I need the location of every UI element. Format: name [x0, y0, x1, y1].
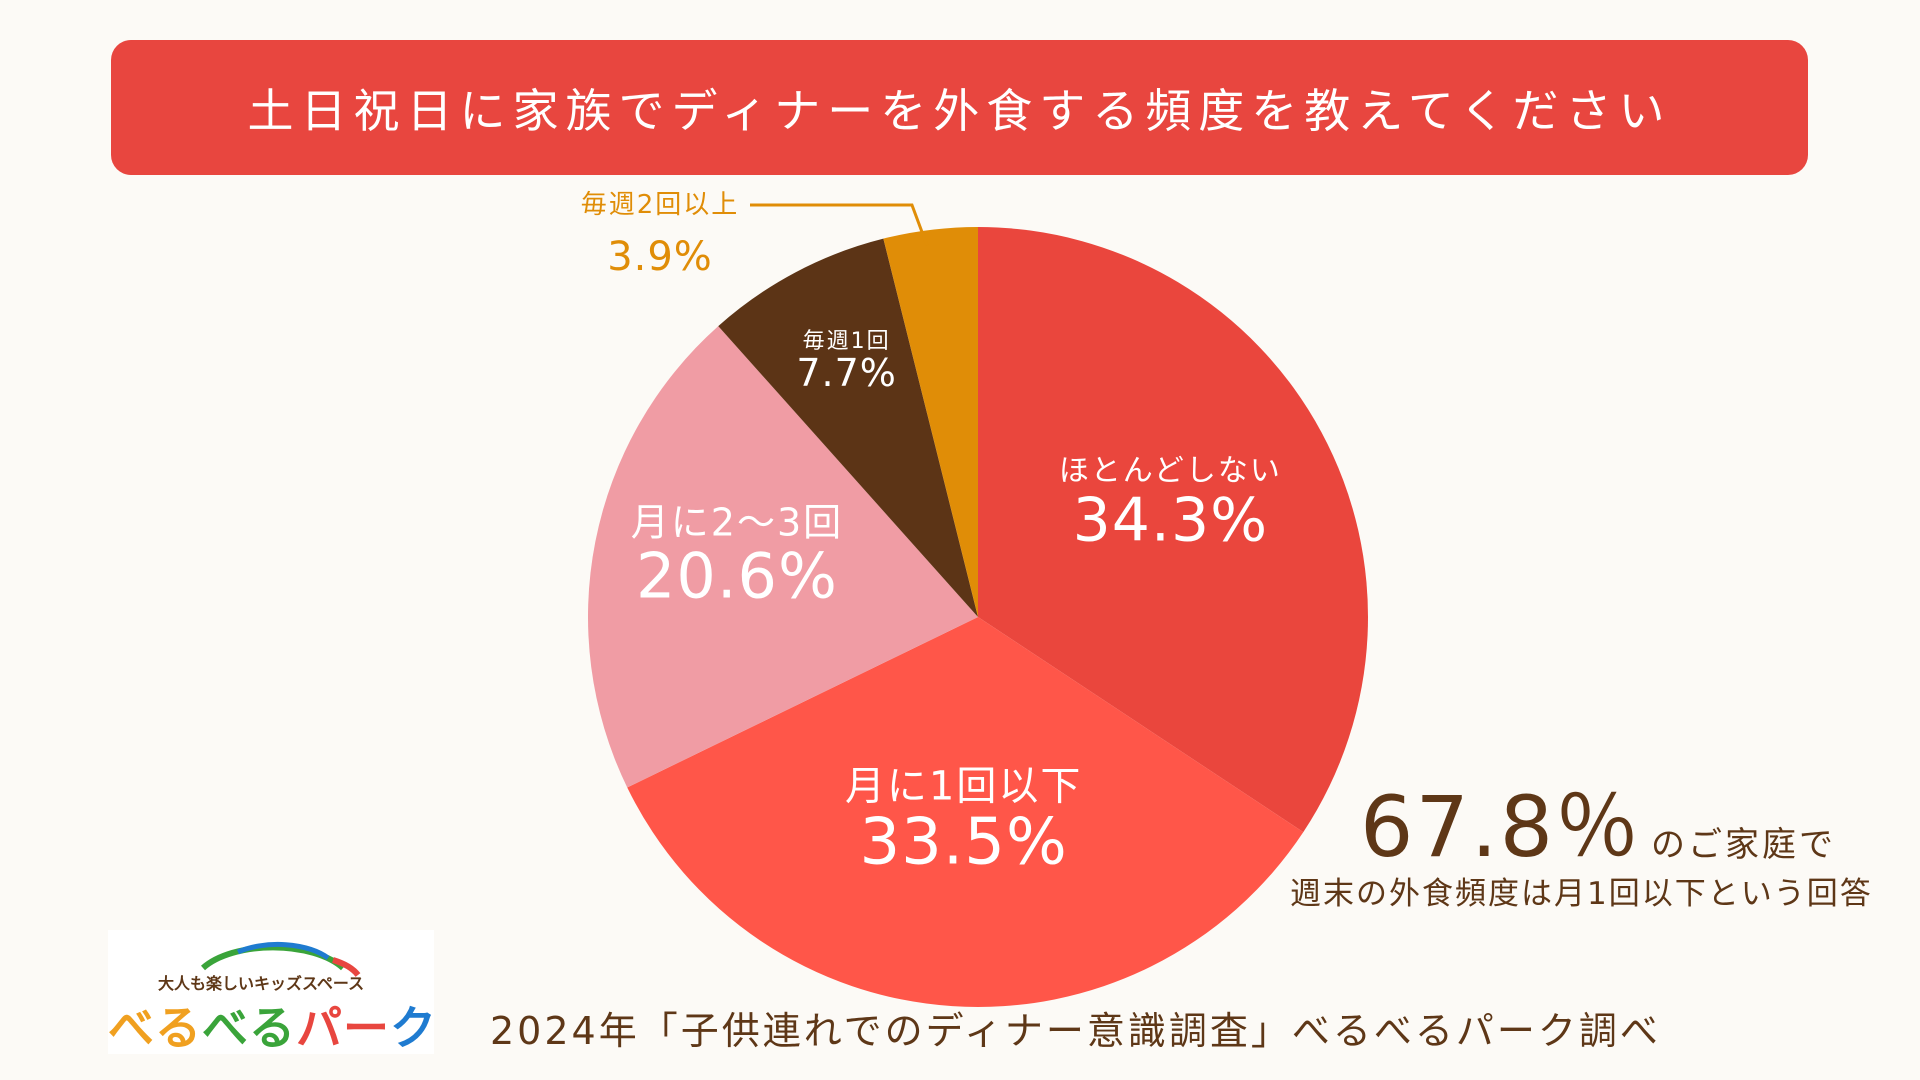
slice-label-5: 毎週2回以上 — [581, 190, 740, 220]
logo-part-1: べる — [108, 1001, 202, 1055]
slice-value-5: 3.9% — [607, 234, 713, 280]
callout-percent: 67.8％ — [1360, 778, 1642, 876]
pie-slice-4 — [718, 238, 978, 617]
slice-label-1: ほとんどしない — [1059, 454, 1282, 489]
pie-slice-5 — [883, 227, 978, 617]
chart-title: 土日祝日に家族でディナーを外食する頻度を教えてください — [247, 83, 1672, 138]
slice-value-3: 20.6% — [636, 539, 838, 612]
slice-label-3: 月に2〜3回 — [631, 500, 843, 544]
slice-label-4: 毎週1回 — [803, 329, 891, 354]
logo-brand: べるべるパーク — [108, 992, 437, 1058]
logo-tagline: 大人も楽しいキッズスペース — [158, 974, 365, 993]
brand-logo: 大人も楽しいキッズスペース べるべるパーク — [108, 930, 436, 1055]
slice-value-1: 34.3% — [1073, 486, 1269, 556]
slice-value-2: 33.5% — [859, 806, 1067, 880]
pie-slice-1 — [978, 227, 1369, 833]
callout-subtext: 週末の外食頻度は月1回以下という回答 — [1290, 876, 1873, 912]
slice-value-4: 7.7% — [796, 351, 897, 395]
pie-slice-2 — [627, 617, 1304, 1008]
pie-slice-3 — [587, 326, 978, 788]
logo-part-2: べる — [202, 1001, 296, 1055]
rainbow-arc-icon — [200, 941, 361, 977]
callout-headline: 67.8％ のご家庭で — [1360, 760, 1833, 881]
logo-part-3: パー — [296, 1001, 390, 1055]
slice-label-2: 月に1回以下 — [845, 764, 1082, 810]
source-footer: 2024年「子供連れでのディナー意識調査」べるべるパーク調べ — [490, 1009, 1661, 1053]
leader-line — [750, 203, 929, 246]
title-banner: 土日祝日に家族でディナーを外食する頻度を教えてください — [111, 40, 1808, 175]
logo-part-4: ク — [390, 1001, 437, 1055]
callout-suffix: のご家庭で — [1651, 825, 1837, 865]
